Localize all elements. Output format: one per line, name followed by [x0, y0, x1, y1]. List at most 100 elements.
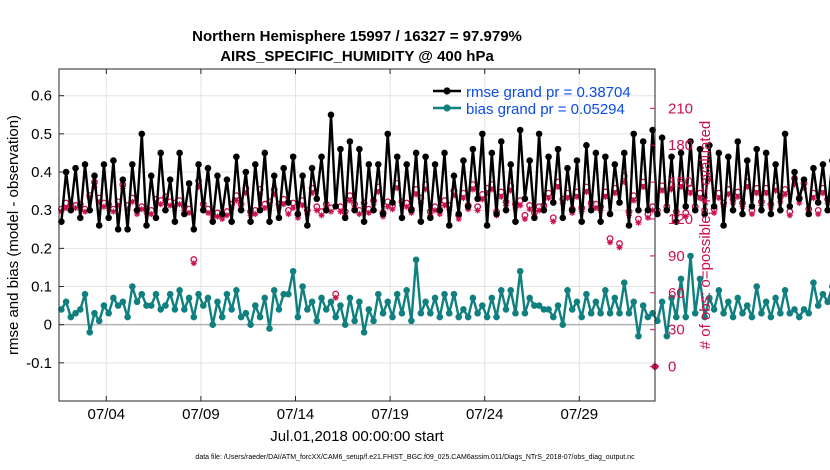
bias-point: [687, 252, 694, 260]
obs-evaluated-point: [138, 206, 145, 213]
rmse-point: [781, 130, 789, 138]
obs-evaluated-stroke: [385, 204, 391, 210]
rmse-point: [162, 206, 169, 214]
obs-evaluated-point: [190, 260, 197, 267]
rmse-point: [550, 199, 557, 206]
rmse-point: [535, 130, 543, 138]
obs-evaluated-point: [616, 244, 623, 251]
rmse-point: [114, 225, 122, 233]
obs-evaluated-stroke: [110, 209, 116, 215]
rmse-point: [247, 218, 254, 225]
bias-series-line: [60, 254, 830, 338]
rmse-point: [318, 153, 325, 161]
y-tick-label: 0.3: [31, 202, 52, 219]
rmse-point: [497, 138, 505, 145]
obs-evaluated-stroke: [281, 201, 287, 207]
rmse-point: [587, 206, 595, 214]
rmse-point: [687, 138, 694, 145]
bias-point: [824, 298, 830, 306]
rmse-point: [715, 149, 723, 157]
rmse-point: [805, 210, 813, 218]
rmse-point: [133, 206, 141, 214]
rmse-point: [512, 218, 519, 225]
y-tick-label: -0.1: [26, 355, 52, 372]
chart-title: Northern Hemisphere 15997 / 16327 = 97.9…: [192, 28, 522, 45]
rmse-point: [72, 164, 79, 172]
bias-point: [218, 313, 226, 321]
obs-evaluated-stroke: [432, 207, 438, 213]
bias-point: [91, 309, 98, 317]
rmse-point: [393, 153, 401, 161]
rmse-point: [734, 138, 742, 145]
rmse-point: [540, 206, 548, 214]
rmse-point: [275, 214, 283, 222]
obs-evaluated-point: [214, 213, 221, 220]
obs-evaluated-stroke: [233, 198, 239, 204]
y2-tick-label: 150: [668, 174, 693, 191]
y2-tick-label: 210: [668, 100, 693, 117]
rmse-point: [280, 164, 287, 172]
bias-point: [743, 302, 751, 309]
rmse-point: [583, 142, 590, 149]
bias-point: [635, 332, 642, 340]
bias-point: [729, 313, 737, 321]
x-tick-label: 07/29: [561, 406, 599, 423]
obs-evaluated-point: [110, 208, 117, 215]
bias-point: [805, 309, 813, 317]
obs-evaluated-stroke: [337, 209, 343, 215]
obs-evaluated-point: [285, 211, 292, 218]
obs-evaluated-stroke: [650, 207, 656, 213]
obs-evaluated-point: [644, 214, 651, 221]
obs-evaluated-stroke: [139, 206, 145, 212]
bias-point: [479, 302, 486, 309]
obs-evaluated-point: [545, 195, 552, 202]
rmse-point: [195, 161, 202, 168]
bias-point: [474, 309, 481, 317]
obs-evaluated-stroke: [683, 214, 689, 220]
axis-ticks: 07/04 07/09 07/14 07/19 07/24 07/29 -0.1 0 0.1 0.…: [26, 69, 693, 423]
bias-point: [374, 290, 382, 298]
rmse-point: [408, 206, 415, 214]
rmse-point: [351, 206, 358, 214]
bias-point: [403, 287, 410, 294]
obs-evaluated-point: [521, 216, 528, 223]
bias-point: [639, 302, 647, 309]
rmse-point: [682, 203, 690, 210]
y2-tick-label: 120: [668, 211, 693, 228]
obs-evaluated-stroke: [536, 207, 542, 213]
rmse-point: [346, 138, 354, 145]
obs-evaluated-stroke: [460, 195, 466, 201]
rmse-point: [810, 164, 817, 172]
bias-point: [625, 309, 633, 317]
bias-point: [209, 321, 217, 328]
obs-evaluated-stroke: [782, 191, 788, 197]
bias-point: [512, 309, 519, 317]
data-layer: [57, 111, 830, 371]
rmse-point: [431, 161, 439, 168]
bias-point: [171, 306, 179, 313]
obs-evaluated-point: [346, 197, 353, 204]
rmse-point: [261, 149, 269, 157]
bias-point: [228, 306, 235, 313]
rmse-point: [313, 195, 321, 203]
bias-point: [521, 309, 529, 317]
rmse-point: [129, 161, 136, 168]
bias-point: [460, 306, 467, 313]
bias-point: [762, 298, 770, 306]
obs-evaluated-stroke: [787, 212, 793, 218]
bias-point: [76, 306, 84, 313]
obs-evaluated-point: [649, 207, 656, 214]
rmse-point: [379, 210, 387, 218]
obs-evaluated-point: [389, 206, 396, 213]
bias-point: [152, 290, 160, 298]
bias-point: [758, 309, 765, 317]
bias-point: [819, 290, 827, 298]
bias-point: [682, 313, 690, 321]
obs-evaluated-point: [682, 213, 689, 220]
bias-point: [772, 294, 779, 302]
obs-evaluated-stroke: [167, 202, 173, 209]
obs-evaluated-stroke: [300, 202, 306, 209]
obs-evaluated-point: [753, 190, 760, 197]
bias-point: [739, 309, 746, 317]
bias-point: [497, 287, 505, 294]
